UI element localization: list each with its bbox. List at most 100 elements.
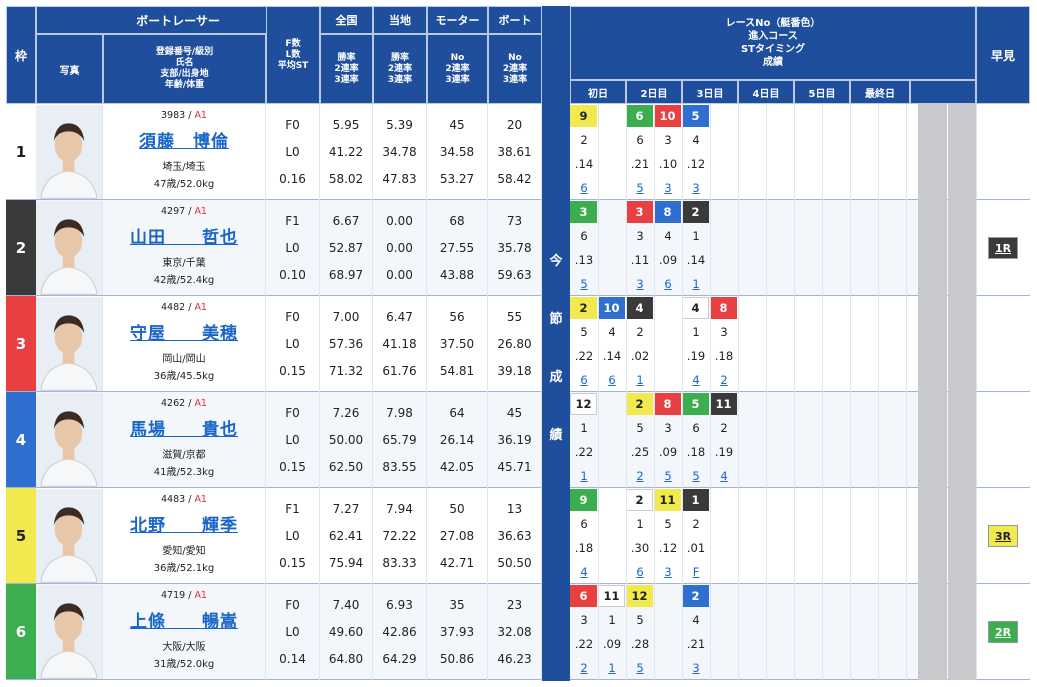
race-result-link[interactable]: 3 <box>692 181 700 195</box>
stat-value: 7.26 <box>332 406 360 421</box>
sub-line: 勝率 <box>337 52 356 63</box>
race-no-badge[interactable]: 9 <box>570 489 597 511</box>
racer-info-line: 支部/出身地 <box>160 69 209 79</box>
st-timing: .18 <box>574 541 594 555</box>
stat-value: 27.08 <box>439 528 475 543</box>
entry-course: 1 <box>692 229 700 243</box>
racer-info: 4483 / A1 北野 輝季 愛知/愛知 36歳/52.1kg <box>103 488 266 584</box>
racer-name-link[interactable]: 山田 哲也 <box>130 228 238 248</box>
entry-course: 2 <box>720 421 728 435</box>
hayami-row-bg <box>976 392 1030 488</box>
race-result-link[interactable]: 5 <box>636 181 644 195</box>
race-no-badge[interactable]: 1 <box>682 489 709 511</box>
race-no-badge[interactable]: 6 <box>626 105 653 127</box>
race-no-badge[interactable]: 8 <box>654 393 681 415</box>
race-no-badge[interactable]: 2 <box>682 585 709 607</box>
fl-values: F1 L0 0.10 <box>266 200 320 296</box>
hayami-race-link[interactable]: 2R <box>988 621 1018 643</box>
boat-values: 73 35.78 59.63 <box>488 200 542 296</box>
stat-value: F1 <box>285 214 300 229</box>
race-result-link[interactable]: 3 <box>664 181 672 195</box>
racer-name-link[interactable]: 須藤 博倫 <box>139 132 229 152</box>
race-no-badge[interactable]: 2 <box>682 201 709 223</box>
race-no-badge[interactable]: 4 <box>626 297 653 319</box>
stat-value: 36.63 <box>497 528 532 543</box>
race-result-link[interactable]: 2 <box>636 469 644 483</box>
row-bg <box>36 488 542 584</box>
race-result-link[interactable]: 3 <box>692 661 700 675</box>
race-result-link[interactable]: 6 <box>580 373 588 387</box>
race-no-badge[interactable]: 3 <box>626 201 653 223</box>
race-result-link[interactable]: 1 <box>608 661 616 675</box>
race-no-badge[interactable]: 11 <box>710 393 737 415</box>
st-timing: .21 <box>630 157 650 171</box>
race-result-link[interactable]: 6 <box>608 373 616 387</box>
race-result-link[interactable]: 2 <box>720 373 728 387</box>
motor-values: 64 26.14 42.05 <box>427 392 488 488</box>
racer-name-link[interactable]: 馬場 貴也 <box>130 420 238 440</box>
stat-value: 37.50 <box>439 336 475 351</box>
race-result-link[interactable]: 6 <box>580 181 588 195</box>
sub-line: No <box>450 52 465 63</box>
race-no-badge[interactable]: 9 <box>570 105 597 127</box>
st-timing: .22 <box>574 445 594 459</box>
race-no-badge[interactable]: 2 <box>626 393 653 415</box>
st-timing: .25 <box>630 445 650 459</box>
race-result-link[interactable]: F <box>692 565 700 579</box>
racer-name-link[interactable]: 北野 輝季 <box>130 516 238 536</box>
entry-course: 5 <box>636 613 644 627</box>
row-bg <box>36 104 542 200</box>
waku-number: 1 <box>6 104 36 200</box>
race-result-link[interactable]: 4 <box>720 469 728 483</box>
race-no-badge[interactable]: 6 <box>570 585 597 607</box>
entry-course: 3 <box>720 325 728 339</box>
fl-values: F1 L0 0.15 <box>266 488 320 584</box>
racer-name-link[interactable]: 上條 暢嵩 <box>130 612 238 632</box>
race-no-badge[interactable]: 5 <box>682 105 709 127</box>
race-no-badge[interactable]: 3 <box>570 201 597 223</box>
racer-name-link[interactable]: 守屋 美穂 <box>130 324 238 344</box>
entry-course: 4 <box>692 133 700 147</box>
grid-line <box>878 104 879 680</box>
race-result-link[interactable]: 1 <box>692 277 700 291</box>
race-result-link[interactable]: 5 <box>664 469 672 483</box>
race-result-link[interactable]: 5 <box>636 661 644 675</box>
race-no-badge[interactable]: 5 <box>682 393 709 415</box>
race-result-link[interactable]: 6 <box>664 277 672 291</box>
stat-value: 50.50 <box>497 555 532 570</box>
race-result-link[interactable]: 4 <box>580 565 588 579</box>
class-badge: A1 <box>194 206 207 217</box>
race-result-link[interactable]: 3 <box>664 565 672 579</box>
race-result-link[interactable]: 1 <box>636 373 644 387</box>
race-result-link[interactable]: 4 <box>692 373 700 387</box>
race-no-badge[interactable]: 10 <box>598 297 625 319</box>
stat-value: 0.15 <box>279 459 306 474</box>
race-no-badge[interactable]: 2 <box>626 489 653 511</box>
race-no-badge[interactable]: 11 <box>654 489 681 511</box>
st-timing: .22 <box>574 637 594 651</box>
age-weight: 42歳/52.4kg <box>153 275 215 286</box>
race-result-link[interactable]: 6 <box>636 565 644 579</box>
entry-course: 1 <box>692 325 700 339</box>
race-no-badge[interactable]: 8 <box>710 297 737 319</box>
hayami-race-link[interactable]: 3R <box>988 525 1018 547</box>
stat-value: 49.60 <box>328 624 364 639</box>
race-result-link[interactable]: 3 <box>636 277 644 291</box>
grid-line <box>850 104 851 680</box>
race-no-badge[interactable]: 10 <box>654 105 681 127</box>
race-no-badge[interactable]: 11 <box>598 585 625 607</box>
race-result-link[interactable]: 1 <box>580 469 588 483</box>
race-no-badge[interactable]: 12 <box>626 585 653 607</box>
race-no-badge[interactable]: 12 <box>570 393 597 415</box>
race-no-badge[interactable]: 4 <box>682 297 709 319</box>
waku-number: 4 <box>6 392 36 488</box>
race-no-badge[interactable]: 8 <box>654 201 681 223</box>
race-result-link[interactable]: 5 <box>580 277 588 291</box>
stat-value: 42.05 <box>439 459 475 474</box>
race-result-link[interactable]: 2 <box>580 661 588 675</box>
hayami-race-link[interactable]: 1R <box>988 237 1018 259</box>
stat-value: 72.22 <box>382 528 417 543</box>
race-result-link[interactable]: 5 <box>692 469 700 483</box>
boat-values: 23 32.08 46.23 <box>488 584 542 680</box>
race-no-badge[interactable]: 2 <box>570 297 597 319</box>
